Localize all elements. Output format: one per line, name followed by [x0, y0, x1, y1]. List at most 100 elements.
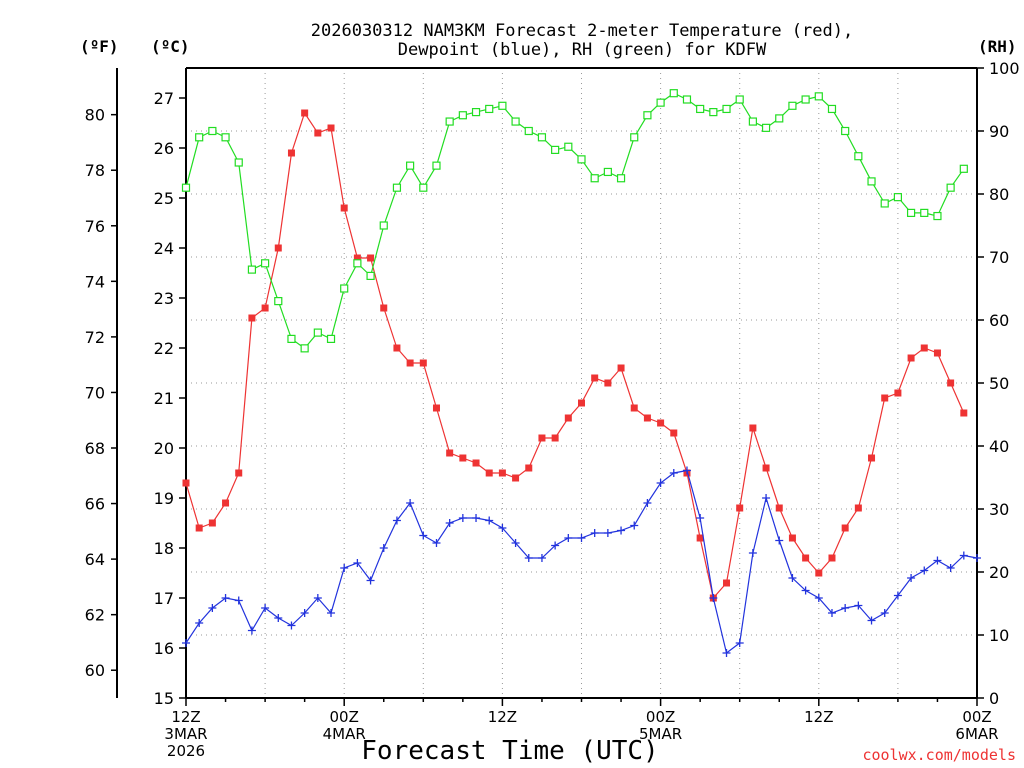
dewpoint-point	[564, 534, 573, 542]
dewpoint-point	[590, 529, 599, 537]
temperature-point	[512, 474, 520, 482]
rh-axis-label: (RH)	[978, 37, 1017, 56]
rh-tick-label: 50	[989, 374, 1009, 393]
x-tick-label: 00Z 5MAR	[639, 708, 682, 743]
dewpoint-point	[630, 521, 639, 530]
rh-point	[630, 133, 639, 142]
celsius-tick-label: 20	[154, 439, 174, 458]
x-tick-label: 00Z 6MAR	[955, 708, 998, 743]
dewpoint-point	[827, 609, 836, 617]
rh-point	[247, 265, 257, 274]
temperature-point	[393, 344, 401, 352]
rh-tick-label: 10	[989, 626, 1009, 645]
rh-point	[577, 155, 586, 164]
rh-point	[959, 164, 968, 173]
rh-point	[669, 89, 678, 98]
dewpoint-point	[379, 544, 388, 552]
dewpoint-point	[182, 639, 190, 647]
rh-point	[709, 107, 718, 117]
dewpoint-point	[841, 604, 850, 612]
rh-point	[485, 104, 494, 114]
dewpoint-point	[893, 591, 902, 600]
temperature-point	[208, 519, 216, 527]
temperature-point	[854, 504, 862, 512]
rh-point	[696, 104, 705, 114]
x-tick-label: 12Z	[488, 708, 517, 726]
temperature-point	[380, 304, 388, 312]
fahrenheit-tick-label: 64	[85, 550, 105, 569]
rh-point	[353, 259, 362, 268]
dewpoint-point	[643, 499, 652, 507]
rh-tick-label: 30	[989, 500, 1009, 519]
celsius-tick-label: 17	[154, 589, 174, 608]
temperature-point	[367, 254, 375, 262]
rh-point	[208, 126, 217, 136]
temperature-point	[591, 374, 599, 382]
rh-point	[893, 193, 903, 202]
temperature-point	[446, 449, 454, 457]
rh-point	[616, 174, 626, 183]
dewpoint-point	[709, 594, 718, 602]
dewpoint-point	[617, 526, 626, 535]
rh-point	[551, 145, 560, 154]
rh-point	[511, 117, 520, 126]
rh-point	[748, 117, 757, 126]
temperature-point	[485, 469, 493, 477]
temperature-point	[525, 464, 533, 472]
temperature-point	[788, 534, 796, 542]
temperature-point	[749, 424, 757, 432]
temperature-point	[459, 454, 467, 462]
fahrenheit-tick-label: 72	[85, 328, 105, 347]
celsius-tick-label: 25	[154, 189, 174, 208]
dewpoint-point	[221, 594, 230, 602]
x-tick-label: 12Z 3MAR 2026	[164, 708, 207, 760]
rh-point	[814, 92, 823, 101]
title-line: Dewpoint (blue), RH (green) for KDFW	[398, 40, 767, 60]
fahrenheit-tick-label: 76	[85, 217, 105, 236]
temperature-point	[301, 109, 309, 117]
credit-link[interactable]: coolwx.com/models	[862, 746, 1016, 764]
dewpoint-point	[419, 531, 428, 540]
temperature-point	[907, 354, 915, 362]
rh-point	[867, 177, 876, 186]
dewpoint-point	[696, 514, 705, 522]
dewpoint-point	[392, 516, 401, 525]
dewpoint-point	[933, 556, 942, 565]
series-layer	[181, 89, 981, 657]
rh-point	[392, 183, 402, 192]
dewpoint-point	[353, 559, 362, 567]
temperature-point	[432, 404, 440, 412]
temperature-point	[920, 344, 928, 352]
dewpoint-point	[867, 616, 876, 625]
dewpoint-point	[208, 604, 217, 612]
rh-tick-label: 90	[989, 122, 1009, 141]
rh-point	[643, 111, 652, 120]
rh-point	[788, 101, 797, 110]
celsius-tick-label: 22	[154, 339, 174, 358]
dewpoint-point	[247, 626, 256, 635]
fahrenheit-tick-label: 74	[85, 272, 105, 291]
dewpoint-point	[762, 494, 771, 502]
rh-point	[524, 126, 533, 136]
rh-point	[195, 133, 204, 142]
rh-tick-label: 100	[989, 59, 1020, 78]
celsius-tick-label: 26	[154, 139, 174, 158]
rh-point	[590, 174, 599, 183]
temperature-point	[881, 394, 889, 402]
rh-point	[300, 344, 309, 353]
rh-point	[933, 211, 942, 221]
temperature-point	[841, 524, 849, 532]
temperature-point	[498, 469, 506, 477]
temperature-point	[222, 499, 230, 507]
temperature-point	[538, 434, 546, 442]
temperature-point	[340, 204, 348, 212]
temperature-point	[248, 314, 256, 322]
dewpoint-point	[524, 554, 533, 562]
rh-tick-label: 60	[989, 311, 1009, 330]
rh-point	[419, 183, 428, 192]
x-tick-label: 00Z 4MAR	[323, 708, 366, 743]
dewpoint-point	[511, 539, 520, 547]
rh-point	[603, 167, 612, 177]
temperature-point	[617, 364, 625, 372]
dewpoint-point	[327, 609, 336, 617]
